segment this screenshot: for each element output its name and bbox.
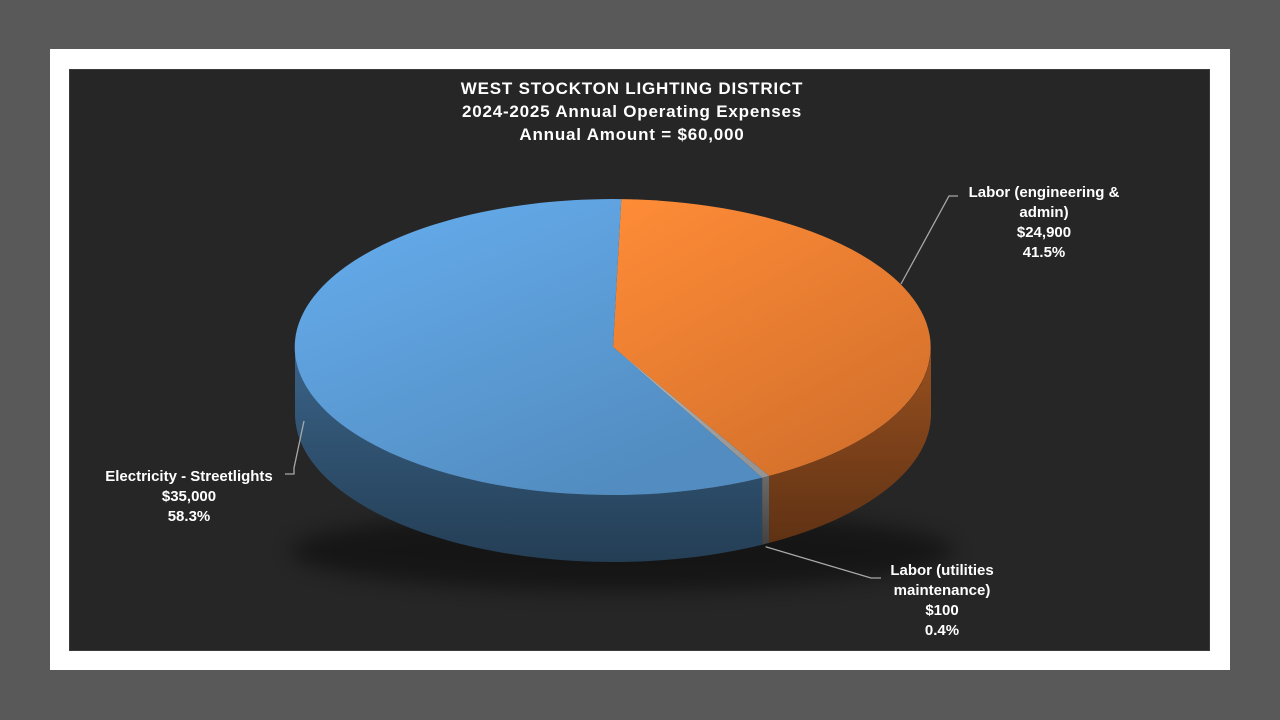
label-category-name-2: maintenance): [893, 582, 991, 599]
label-amount: $100: [925, 602, 959, 619]
label-percent: 0.4%: [924, 622, 960, 639]
label-category-name: Electricity - Streetlights: [105, 468, 273, 485]
label-category-name: Labor (engineering &: [968, 184, 1120, 201]
data-label-labor-utilities-maintenance: Labor (utilities maintenance) $100 0.4%: [832, 561, 1052, 641]
label-amount: $35,000: [161, 488, 217, 505]
chart-title-line-1: WEST STOCKTON LIGHTING DISTRICT: [460, 79, 804, 98]
chart-title: WEST STOCKTON LIGHTING DISTRICT 2024-202…: [62, 77, 1202, 146]
chart-title-line-3: Annual Amount = $60,000: [519, 125, 745, 144]
label-amount: $24,900: [1016, 224, 1072, 241]
label-category-name-2: admin): [1019, 204, 1069, 221]
label-percent: 58.3%: [167, 508, 211, 525]
label-percent: 41.5%: [1022, 244, 1066, 261]
chart-title-line-2: 2024-2025 Annual Operating Expenses: [461, 102, 803, 121]
data-label-electricity-streetlights: Electricity - Streetlights $35,000 58.3%: [79, 467, 299, 527]
data-label-labor-engineering-admin: Labor (engineering & admin) $24,900 41.5…: [934, 183, 1154, 263]
label-category-name: Labor (utilities: [890, 562, 994, 579]
